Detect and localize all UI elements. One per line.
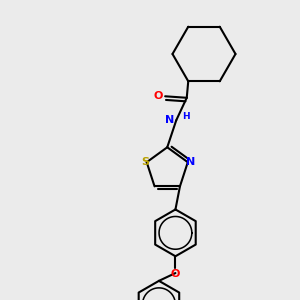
Text: O: O: [171, 269, 180, 279]
Text: N: N: [186, 157, 195, 166]
Text: H: H: [182, 112, 189, 121]
Text: S: S: [141, 157, 149, 167]
Text: O: O: [153, 91, 163, 101]
Text: N: N: [166, 115, 175, 125]
